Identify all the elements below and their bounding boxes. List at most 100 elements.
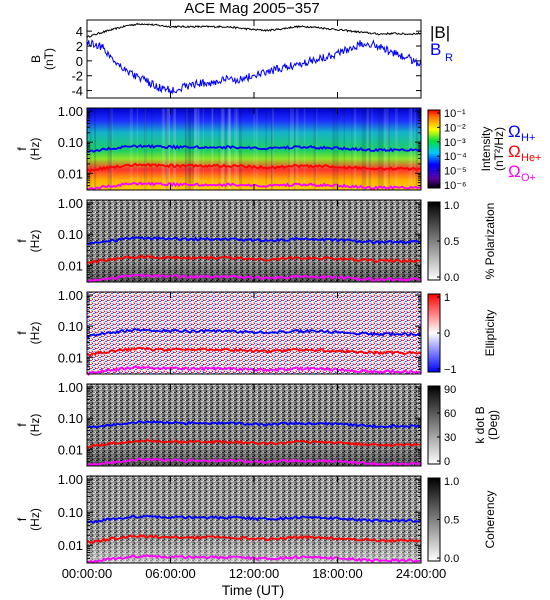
spectrogram-striation bbox=[211, 108, 214, 190]
spectrogram-striation bbox=[211, 108, 213, 190]
spectrogram-striation bbox=[336, 108, 339, 190]
x-axis-label: Time (UT) bbox=[222, 582, 284, 598]
colorbar-label: % Polarization bbox=[483, 203, 497, 280]
y-tick-label: 1.00 bbox=[58, 472, 83, 487]
colorbar-coherency: 1.0 0.5 0.0 Coherency bbox=[427, 476, 497, 565]
colorbar-tick-label: 10⁻² bbox=[444, 122, 466, 134]
spectrogram-striation bbox=[94, 108, 96, 190]
colorbar-tick-label: 0.0 bbox=[444, 272, 459, 284]
colorbar-tick-label: 1 bbox=[444, 292, 450, 304]
panel-polarization: 1.00 0.10 0.01 f (Hz) 1.0 0.5 0.0 % Polarization bbox=[15, 196, 497, 284]
spectrogram-striation bbox=[363, 108, 367, 190]
gyrofrequency-trace-Hplus bbox=[86, 514, 422, 524]
svg-text:(Deg): (Deg) bbox=[486, 410, 500, 440]
legend-subscript-Oplus: O+ bbox=[521, 172, 536, 184]
svg-text:f: f bbox=[15, 147, 29, 151]
colorbar-tick-label: 60 bbox=[444, 408, 456, 420]
y-axis-label: f (Hz) bbox=[15, 508, 42, 531]
colorbar-label: Coherency bbox=[483, 490, 497, 548]
y-tick-label: 0.10 bbox=[58, 319, 83, 334]
spectrogram-striation bbox=[167, 108, 171, 190]
spectrogram-striation bbox=[144, 108, 146, 190]
svg-text:(Hz): (Hz) bbox=[28, 138, 42, 161]
y-tick-label: 0.01 bbox=[58, 350, 83, 365]
spectrogram-striation bbox=[191, 108, 194, 190]
y-axis-label: B (nT) bbox=[29, 48, 56, 70]
colorbar-tick-label: 10⁻⁶ bbox=[444, 180, 467, 192]
colorbar-tick-label: 0.0 bbox=[444, 553, 459, 565]
spectrogram-striation bbox=[197, 108, 199, 190]
figure-title: ACE Mag 2005−357 bbox=[184, 0, 320, 17]
spectrogram-striation bbox=[187, 108, 191, 190]
colorbar-scale bbox=[427, 385, 441, 465]
series-line-b-magnitude bbox=[86, 22, 422, 39]
colorbar-wave-normal-angle: 90 60 30 0 k dot B (Deg) bbox=[427, 384, 500, 468]
y-tick-label: -2 bbox=[71, 69, 83, 84]
spectrogram-striation bbox=[303, 108, 306, 190]
gyrofrequency-legend: Ω H+Ω He+Ω O+ bbox=[508, 122, 542, 184]
spectrogram-striation bbox=[167, 108, 170, 190]
spectrogram-striation bbox=[89, 108, 92, 190]
svg-text:Ellipticity: Ellipticity bbox=[483, 310, 497, 357]
colorbar-scale bbox=[427, 109, 441, 189]
y-axis-label: f (Hz) bbox=[15, 322, 42, 345]
spectrogram-striation bbox=[194, 108, 198, 190]
legend-omega-Hplus: Ω bbox=[508, 122, 521, 141]
svg-text:Intensity: Intensity bbox=[479, 127, 493, 172]
y-axis-label: f (Hz) bbox=[15, 414, 42, 437]
spectrogram-striation bbox=[292, 108, 294, 190]
legend-b-radial-subscript: R bbox=[445, 52, 453, 64]
x-tick-label: 06:00:00 bbox=[145, 566, 196, 581]
y-tick-label: 1.00 bbox=[58, 288, 83, 303]
colorbar-ellipticity: 1 0 −1 Ellipticity bbox=[427, 292, 497, 376]
svg-text:% Polarization: % Polarization bbox=[483, 203, 497, 280]
spectrogram-striation bbox=[188, 108, 192, 190]
spectrogram-image bbox=[87, 108, 421, 190]
svg-text:f: f bbox=[15, 517, 29, 521]
spectrogram-striation bbox=[185, 108, 188, 190]
gyrofrequency-trace-Heplus bbox=[86, 254, 422, 265]
panel-intensity: 1.000.100.01f (Hz)10⁻¹10⁻²10⁻³10⁻⁴10⁻⁵10⁻… bbox=[15, 104, 542, 192]
spectrogram-striation bbox=[229, 108, 231, 190]
colorbar-tick-label: 30 bbox=[444, 432, 456, 444]
y-tick-label: 2 bbox=[76, 39, 83, 54]
spectrogram-striation bbox=[295, 108, 299, 190]
svg-text:f: f bbox=[15, 331, 29, 335]
colorbar-tick-label: 90 bbox=[444, 384, 456, 396]
spectrogram-striation bbox=[173, 108, 176, 190]
spectrogram-striation bbox=[136, 108, 139, 190]
y-tick-label: 0.01 bbox=[58, 538, 83, 553]
colorbar-label: Intensity (nT²/Hz) bbox=[479, 127, 506, 172]
y-tick-label: 0.10 bbox=[58, 505, 83, 520]
legend-b-magnitude: |B| bbox=[430, 23, 450, 42]
y-axis-label: f (Hz) bbox=[15, 230, 42, 253]
y-tick-label: 0.10 bbox=[58, 135, 83, 150]
colorbar-label: k dot B (Deg) bbox=[473, 406, 500, 443]
spectrogram-striation bbox=[343, 108, 345, 190]
colorbar-tick-label: 0 bbox=[444, 328, 450, 340]
gyrofrequency-trace-Heplus bbox=[86, 162, 422, 173]
spectrogram-striation bbox=[184, 108, 187, 190]
y-tick-label: 4 bbox=[76, 24, 83, 39]
gyrofrequency-trace-Hplus bbox=[86, 143, 422, 153]
colorbar-tick-label: 10⁻⁵ bbox=[444, 166, 467, 178]
colorbar-tick-label: 10⁻³ bbox=[444, 137, 466, 149]
legend-omega-Heplus: Ω bbox=[508, 142, 521, 161]
y-tick-label: 0.01 bbox=[58, 258, 83, 273]
spectrogram-striation bbox=[166, 108, 168, 190]
colorbar-tick-label: 0.5 bbox=[444, 236, 459, 248]
panel-wave-normal-angle: 1.00 0.10 0.01 f (Hz) 90 60 30 0 k dot B (Deg) bbox=[15, 380, 500, 468]
spectrogram-striation bbox=[227, 108, 230, 190]
spectrogram-striation bbox=[234, 108, 237, 190]
spectrogram-striation bbox=[144, 108, 147, 190]
gyrofrequency-trace-Hplus bbox=[86, 236, 422, 246]
y-tick-label: 1.00 bbox=[58, 380, 83, 395]
colorbar-tick-label: 10⁻¹ bbox=[444, 108, 466, 120]
x-axis: 00:00:00 06:00:00 12:00:00 18:00:00 24:00:00… bbox=[62, 566, 447, 598]
svg-text:(Hz): (Hz) bbox=[28, 414, 42, 437]
series-line-b-radial bbox=[86, 39, 422, 96]
legend-subscript-Hplus: H+ bbox=[521, 132, 535, 144]
spectrogram-striation bbox=[222, 108, 226, 190]
spectrogram-striation bbox=[293, 108, 296, 190]
